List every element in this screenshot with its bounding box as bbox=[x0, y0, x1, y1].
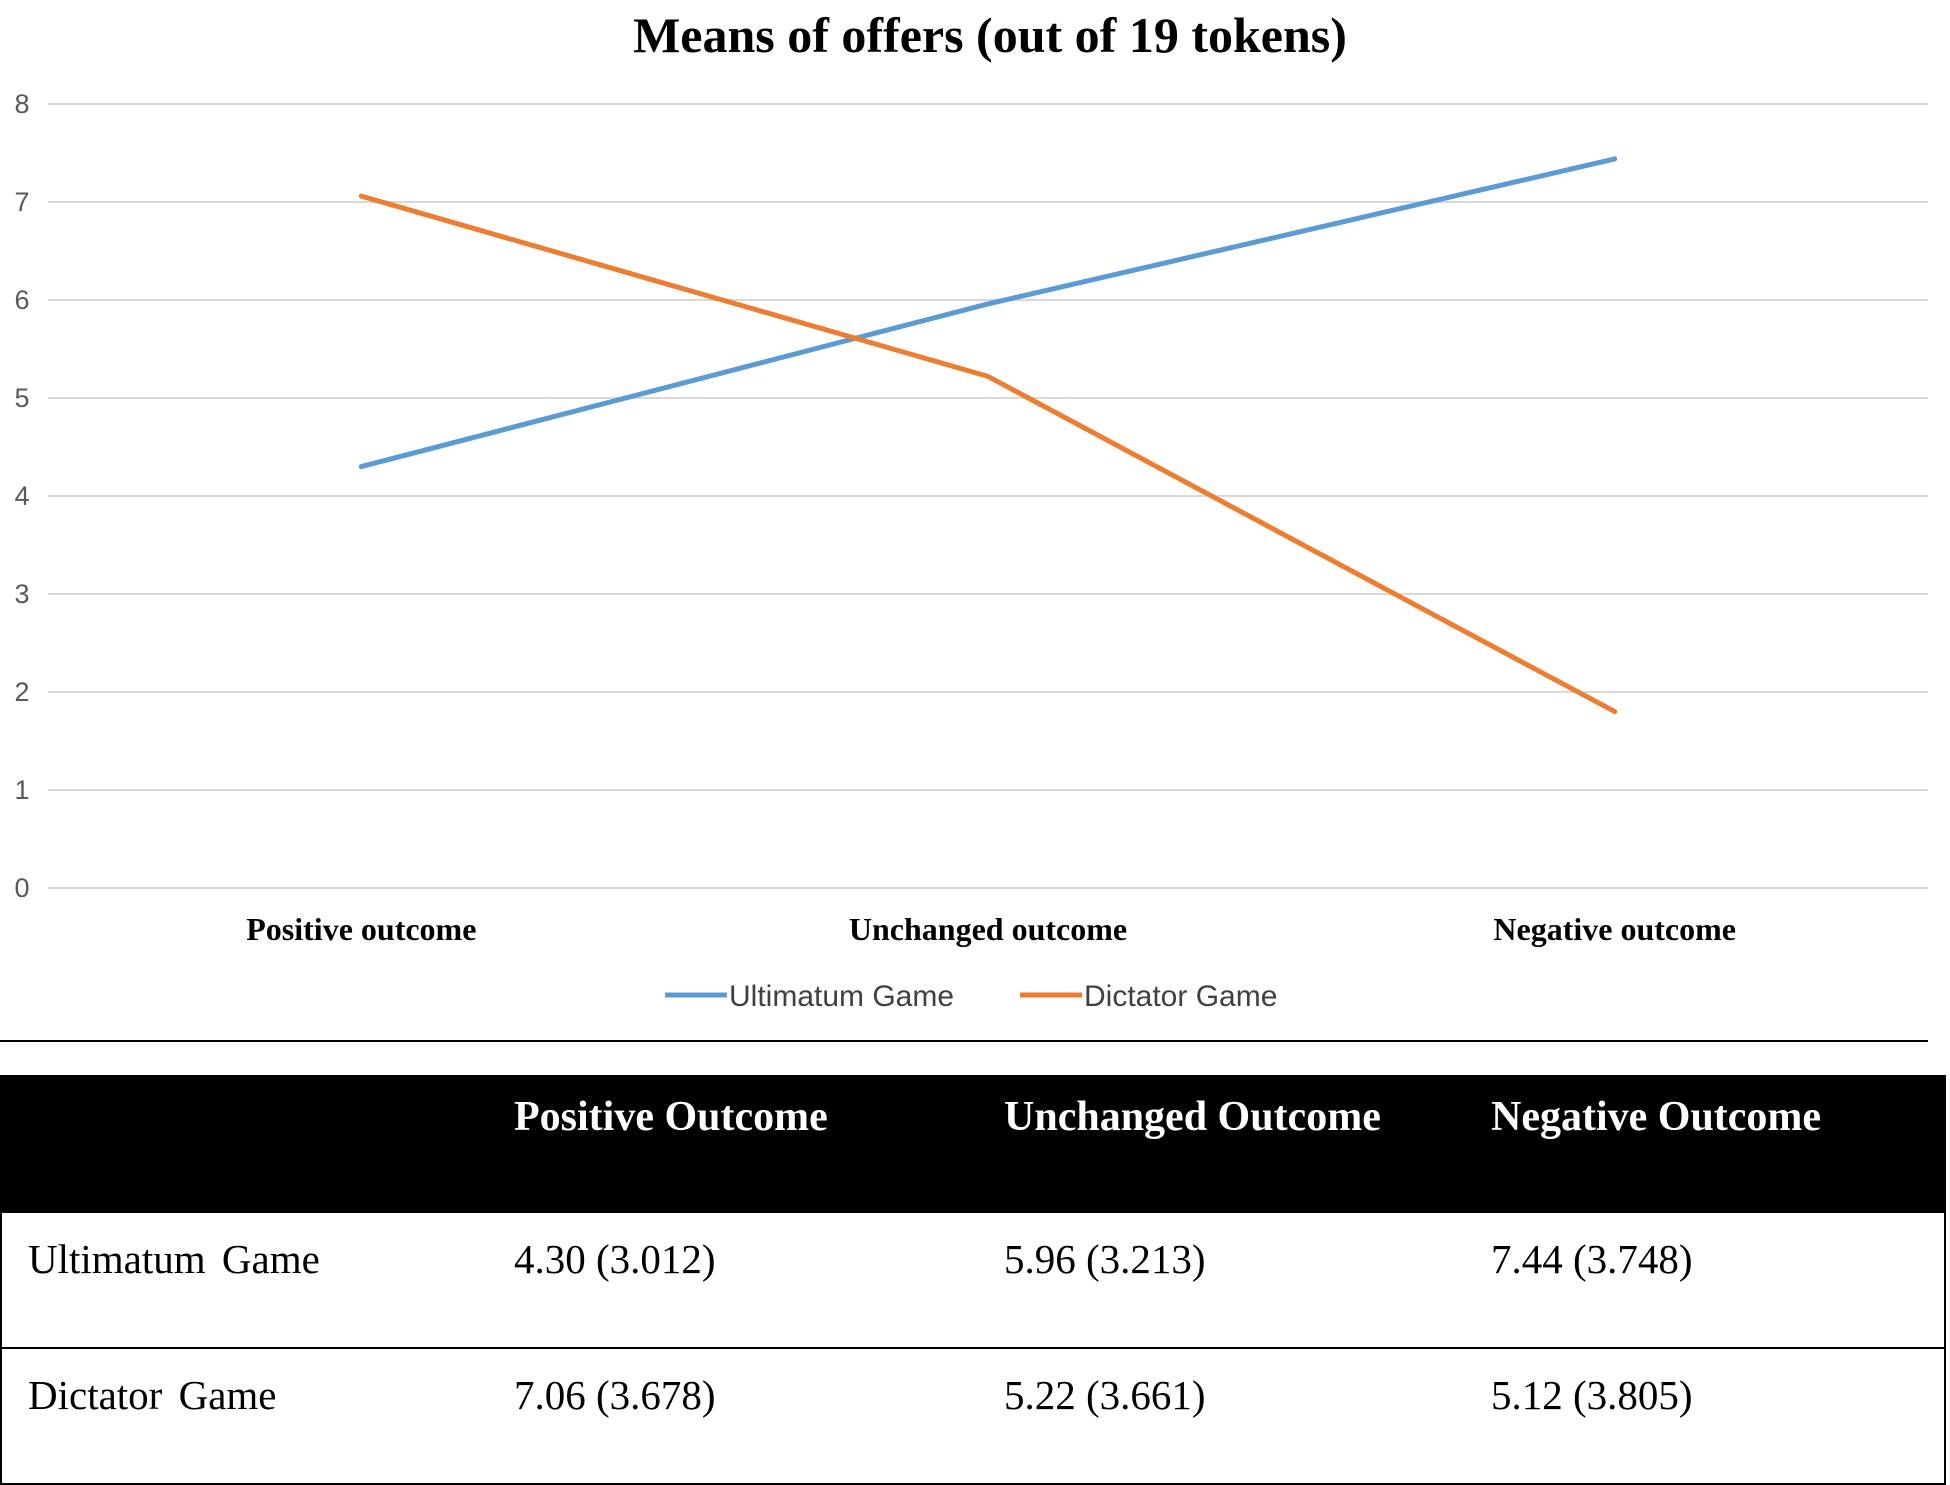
offers-table: Positive Outcome Unchanged Outcome Negat… bbox=[0, 1075, 1946, 1485]
table-row: Dictator Game 7.06 (3.678) 5.22 (3.661) … bbox=[1, 1348, 1945, 1484]
x-axis-ticks: Positive outcome Unchanged outcome Negativ… bbox=[246, 911, 1736, 947]
table-header-positive: Positive Outcome bbox=[514, 1075, 1004, 1213]
y-tick-label: 5 bbox=[14, 383, 29, 413]
y-tick-label: 2 bbox=[14, 677, 29, 707]
y-tick-label: 1 bbox=[14, 775, 29, 805]
y-tick-label: 7 bbox=[14, 187, 29, 217]
y-tick-label: 3 bbox=[14, 579, 29, 609]
y-tick-label: 8 bbox=[14, 89, 29, 119]
chart-title: Means of offers (out of 19 tokens) bbox=[633, 7, 1347, 63]
line-chart: Means of offers (out of 19 tokens) 0 1 2 3 4… bbox=[0, 7, 1928, 1042]
y-tick-label: 4 bbox=[14, 481, 29, 511]
table-header-empty bbox=[1, 1075, 514, 1213]
y-tick-label: 0 bbox=[14, 873, 29, 903]
y-axis-ticks: 0 1 2 3 4 5 6 7 8 bbox=[14, 89, 29, 903]
table-cell: 5.96 (3.213) bbox=[1004, 1213, 1491, 1349]
table-cell: 4.30 (3.012) bbox=[514, 1213, 1004, 1349]
series-lines bbox=[358, 156, 1618, 715]
table-header-unchanged: Unchanged Outcome bbox=[1004, 1075, 1491, 1213]
gridlines bbox=[48, 103, 1928, 889]
table-header-row: Positive Outcome Unchanged Outcome Negat… bbox=[1, 1075, 1945, 1213]
table-row: Ultimatum Game 4.30 (3.012) 5.96 (3.213)… bbox=[1, 1213, 1945, 1349]
y-tick-label: 6 bbox=[14, 285, 29, 315]
series-line-dictator-game bbox=[358, 193, 1618, 715]
table-cell: 7.06 (3.678) bbox=[514, 1372, 716, 1418]
x-tick-label: Negative outcome bbox=[1493, 911, 1736, 947]
series-line-ultimatum-game bbox=[358, 156, 1618, 470]
legend: Ultimatum Game Dictator Game bbox=[665, 980, 1277, 1013]
legend-label: Dictator Game bbox=[1084, 980, 1277, 1013]
x-tick-label: Unchanged outcome bbox=[849, 911, 1127, 947]
table-header-negative: Negative Outcome bbox=[1491, 1075, 1945, 1213]
table-row-label: Dictator Game bbox=[28, 1372, 277, 1418]
table-cell: 5.22 (3.661) bbox=[1004, 1372, 1206, 1418]
table-cell: 7.44 (3.748) bbox=[1491, 1213, 1945, 1349]
table-cell: 5.12 (3.805) bbox=[1491, 1372, 1693, 1418]
table-row-label: Ultimatum Game bbox=[1, 1213, 514, 1349]
x-tick-label: Positive outcome bbox=[246, 911, 476, 947]
legend-label: Ultimatum Game bbox=[729, 980, 954, 1013]
